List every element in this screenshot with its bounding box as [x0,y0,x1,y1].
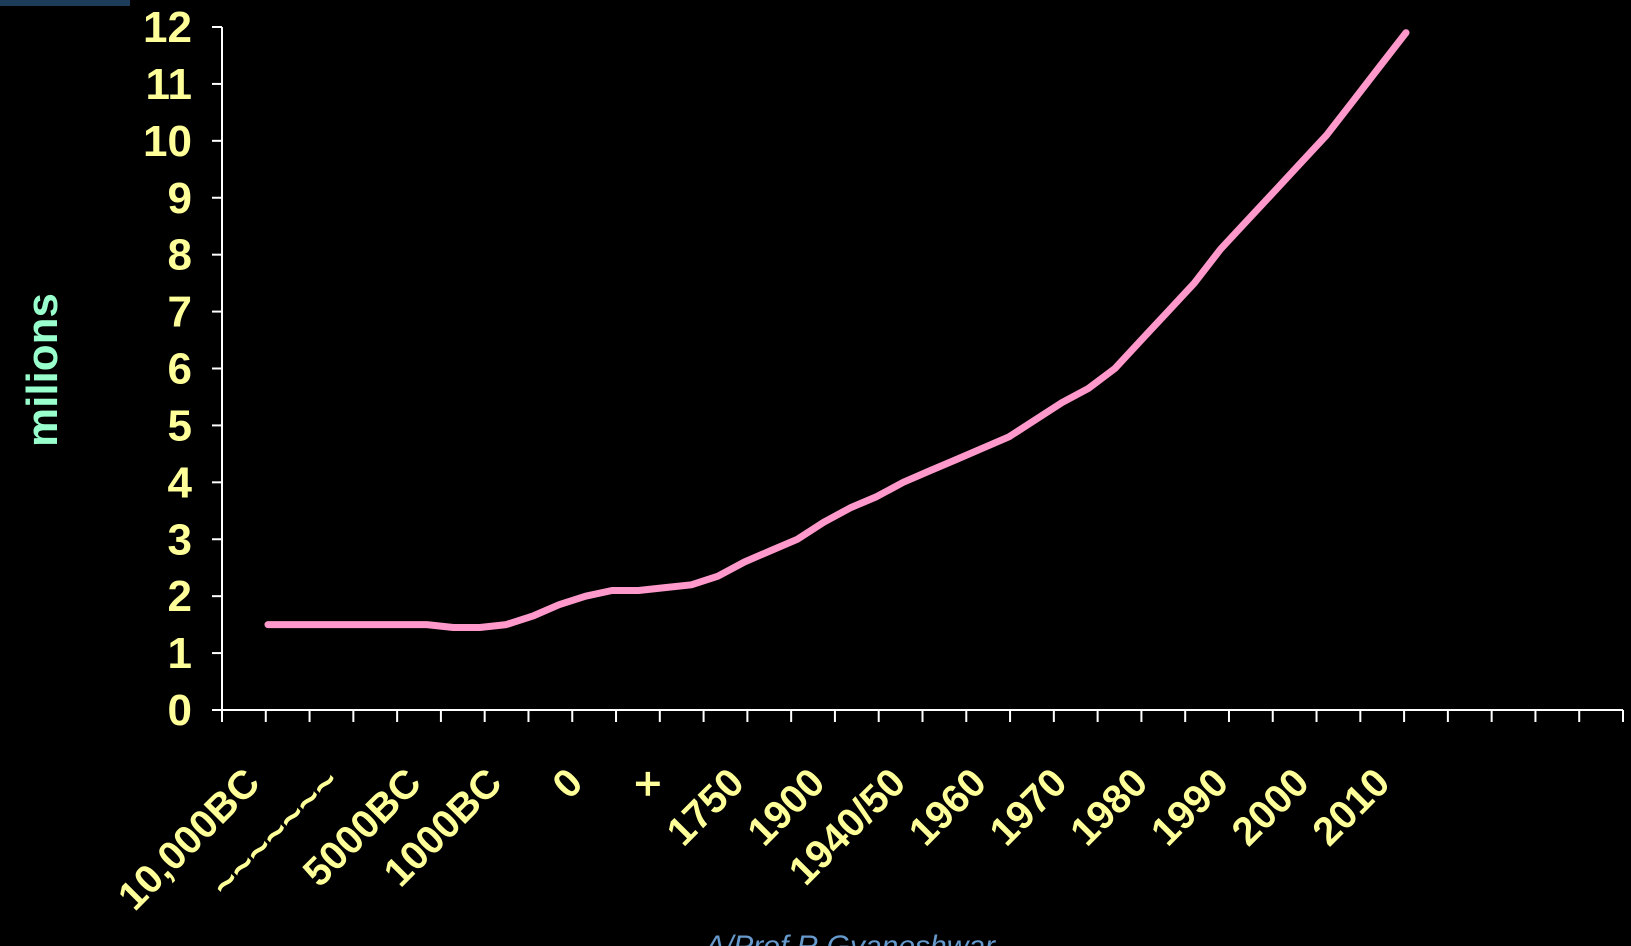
corner-accent [0,0,130,6]
y-tick-label: 11 [145,60,192,109]
y-tick-label: 10 [143,117,192,166]
x-category-label: × [624,760,672,808]
x-category-label: 1990 [1143,760,1237,854]
y-tick-label: 9 [168,174,192,223]
y-tick-label: 1 [168,629,192,678]
footer-credit: A/Prof R Gyaneshwar [703,930,996,946]
x-category-label: 1960 [901,760,995,854]
x-category-label: 2010 [1304,760,1398,854]
y-tick-label: 6 [168,345,192,394]
y-tick-label: 4 [168,458,193,507]
y-tick-label: 8 [168,231,192,280]
y-axis-label: milions [18,293,67,447]
x-category-label: 2000 [1224,760,1318,854]
series-line [264,29,1410,631]
x-category-label: 1980 [1062,760,1156,854]
y-tick-label: 3 [168,515,192,564]
y-tick-label: 12 [143,3,192,52]
y-tick-label: 0 [168,686,192,735]
y-tick-label: 7 [168,288,192,337]
x-category-label: 1970 [981,760,1075,854]
y-tick-label: 5 [168,401,192,450]
x-category-label: 0 [544,760,591,807]
x-category-label: 1750 [659,760,753,854]
y-tick-label: 2 [168,572,192,621]
axes [221,27,1623,711]
